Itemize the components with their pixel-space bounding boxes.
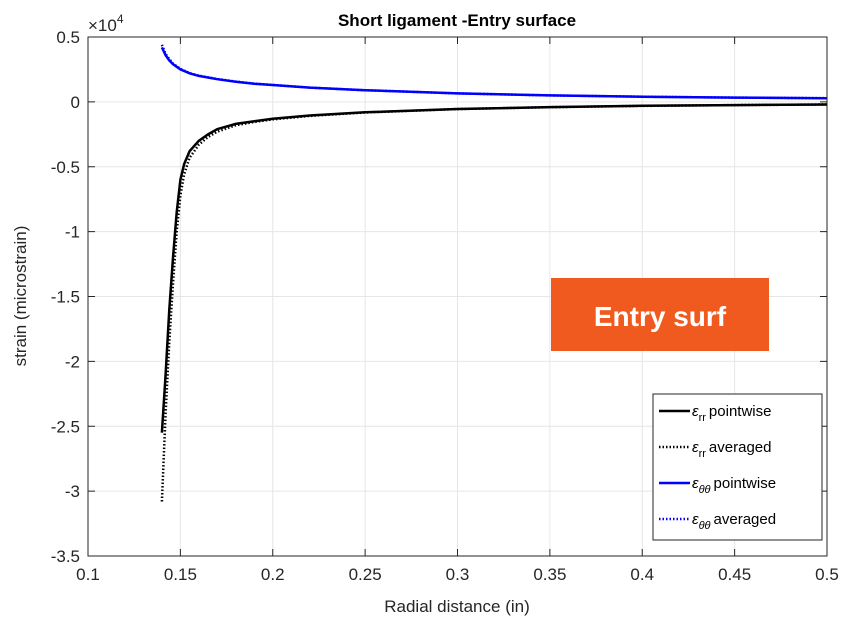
annotation-text: Entry surf	[594, 301, 727, 332]
legend-label: εθθ pointwise	[692, 475, 776, 496]
x-tick-label: 0.25	[349, 565, 382, 584]
y-exponent-label: ×104	[88, 12, 124, 35]
y-tick-label: 0	[71, 93, 80, 112]
annotation-box	[551, 278, 769, 351]
legend-box	[652, 393, 823, 541]
x-tick-label: 0.4	[630, 565, 654, 584]
x-tick-label: 0.2	[261, 565, 285, 584]
y-exponent-base: ×10	[88, 16, 117, 35]
y-tick-label: -2	[65, 352, 80, 371]
series-layer	[160, 44, 828, 502]
legend-label: εrr pointwise	[692, 403, 771, 424]
x-axis-label: Radial distance (in)	[384, 597, 530, 616]
legend: εrr pointwise εrr averaged εθθ pointwise εθθ av…	[652, 393, 823, 541]
y-tick-label: -1.5	[51, 288, 80, 307]
y-tick-label: -0.5	[51, 158, 80, 177]
legend-items: εrr pointwise εrr averaged εθθ pointwise εθθ av…	[659, 403, 776, 532]
y-exponent-power: 4	[117, 12, 124, 26]
y-tick-label: -2.5	[51, 417, 80, 436]
x-tick-label: 0.1	[76, 565, 100, 584]
series-line	[160, 103, 828, 433]
y-tick-label: -1	[65, 223, 80, 242]
x-tick-label: 0.5	[815, 565, 839, 584]
legend-label: εθθ averaged	[692, 511, 776, 532]
x-tick-label: 0.15	[164, 565, 197, 584]
series-line	[160, 103, 828, 502]
annotation-callout: Entry surf	[551, 278, 769, 351]
x-tick-label: 0.45	[718, 565, 751, 584]
x-tick-label: 0.35	[533, 565, 566, 584]
x-tick-label: 0.3	[446, 565, 470, 584]
y-tick-label: -3	[65, 482, 80, 501]
axis-ticks: 0.1 0.15 0.2 0.25 0.3 0.35 0.4 0.45 0.5 0.5 0 -0.5 -…	[51, 28, 839, 584]
chart-title: Short ligament -Entry surface	[338, 11, 576, 30]
legend-label: εrr averaged	[692, 439, 771, 460]
y-axis-label: strain (microstrain)	[11, 226, 30, 367]
y-tick-label: -3.5	[51, 547, 80, 566]
y-tick-label: 0.5	[56, 28, 80, 47]
series-line	[160, 44, 828, 100]
